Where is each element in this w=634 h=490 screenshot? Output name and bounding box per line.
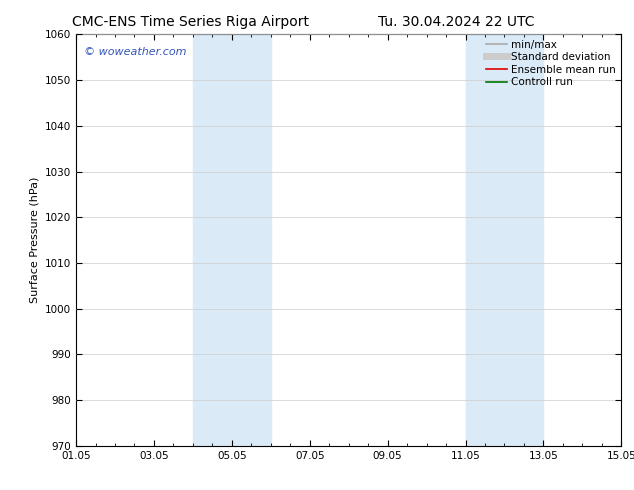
Bar xyxy=(193,34,271,446)
Text: © woweather.com: © woweather.com xyxy=(84,47,187,57)
Y-axis label: Surface Pressure (hPa): Surface Pressure (hPa) xyxy=(29,177,39,303)
Bar xyxy=(465,34,543,446)
Text: Tu. 30.04.2024 22 UTC: Tu. 30.04.2024 22 UTC xyxy=(378,15,534,29)
Legend: min/max, Standard deviation, Ensemble mean run, Controll run: min/max, Standard deviation, Ensemble me… xyxy=(483,36,619,91)
Text: CMC-ENS Time Series Riga Airport: CMC-ENS Time Series Riga Airport xyxy=(72,15,309,29)
